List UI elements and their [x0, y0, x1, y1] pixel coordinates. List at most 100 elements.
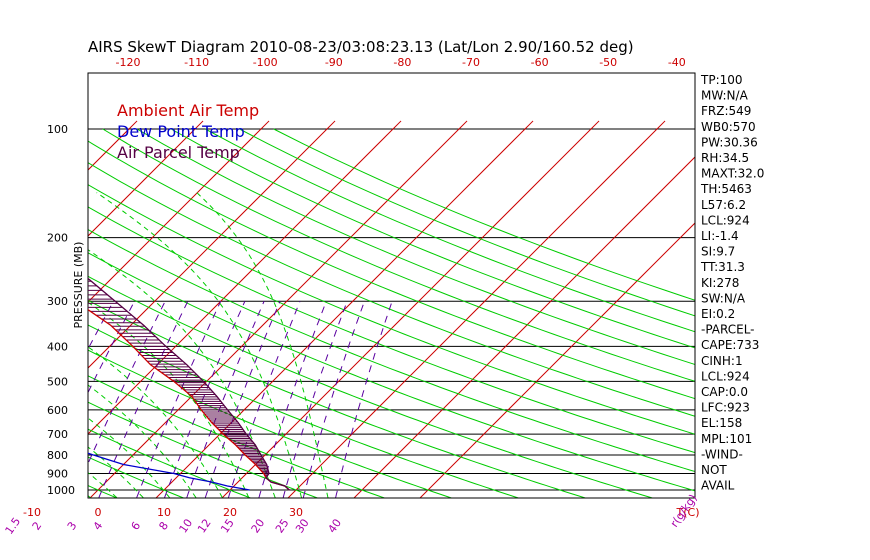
isotherm-line	[0, 121, 5, 499]
index-item: PW:30.36	[701, 135, 758, 149]
legend-entry: Dew Point Temp	[117, 122, 245, 141]
mixing-ratio-label: 3	[65, 519, 80, 532]
bottom-temp-tick-label: -10	[23, 506, 41, 519]
y-axis-title: PRESSURE (MB)	[72, 242, 85, 329]
isotherm-line	[88, 120, 204, 237]
index-item: KI:278	[701, 276, 739, 290]
mixing-ratio-label: 25	[273, 517, 292, 536]
dry-adiabat-line	[88, 162, 695, 417]
pressure-tick-label: 100	[47, 123, 68, 136]
pressure-tick-label: 500	[47, 375, 68, 388]
dry-adiabat-line	[88, 252, 695, 492]
top-temp-tick-label: -60	[531, 56, 549, 69]
index-item: TP:100	[700, 73, 743, 87]
index-item: LFC:923	[701, 401, 750, 415]
pressure-tick-label: 900	[47, 467, 68, 480]
isotherm-line	[0, 121, 71, 499]
dry-adiabat-line	[0, 129, 52, 499]
mixing-ratio-label: 8	[156, 519, 171, 532]
mixing-ratio-line	[88, 300, 135, 394]
profile-series	[88, 277, 290, 491]
air-parcel-temp-line	[88, 277, 290, 491]
isotherm-line	[88, 120, 270, 303]
dry-adiabat-line	[102, 128, 695, 382]
mixing-ratio-line	[258, 301, 327, 498]
mixing-ratio-label: 12	[195, 517, 214, 536]
mixing-ratio-label: 4	[91, 519, 106, 532]
pressure-tick-label: 200	[47, 232, 68, 245]
index-item: NOT	[701, 463, 727, 477]
top-temp-tick-label: -90	[325, 56, 343, 69]
top-temp-tick-label: -70	[462, 56, 480, 69]
dry-adiabat-line	[88, 428, 252, 498]
index-item: LCL:924	[701, 213, 750, 227]
mixing-ratio-line	[88, 300, 166, 465]
isotherm-line	[287, 120, 666, 498]
index-item: -PARCEL-	[701, 323, 755, 337]
mixing-ratio-label: 2	[30, 519, 45, 532]
dry-adiabat-line	[88, 349, 454, 498]
index-item: LCL:924	[701, 369, 750, 383]
index-item: L57:6.2	[701, 198, 746, 212]
index-item: EI:0.2	[701, 307, 735, 321]
mixing-ratio-label: 6	[129, 519, 144, 532]
mixing-ratio-line	[0, 301, 38, 497]
legend: Ambient Air Temp Dew Point Temp Air Parcel…	[117, 101, 259, 162]
dry-adiabat-line	[170, 128, 695, 349]
mixing-ratio-label: 20	[249, 517, 268, 536]
moist-adiabat-line	[88, 472, 118, 498]
mixing-ratio-line	[302, 301, 365, 498]
isotherm-line	[88, 120, 336, 369]
dry-adiabat-line	[88, 206, 695, 454]
index-item: CAPE:733	[701, 338, 759, 352]
dry-adiabat-line	[273, 128, 695, 301]
index-item: SI:9.7	[701, 245, 735, 259]
top-temp-tick-label: -120	[116, 56, 141, 69]
dry-adiabat-line	[88, 485, 118, 498]
index-item: SW:N/A	[701, 291, 746, 305]
dry-adiabat-line	[88, 229, 695, 473]
mixing-ratio-label: 10	[177, 517, 196, 536]
pressure-tick-label: 1000	[47, 484, 75, 497]
dry-adiabat-line	[205, 128, 695, 333]
top-temp-tick-label: -40	[668, 56, 686, 69]
bottom-temp-tick-label: 30	[289, 506, 303, 519]
temperature-unit-label: T(C)	[676, 506, 700, 519]
moist-adiabat-line	[88, 446, 144, 498]
mixing-ratio-label: 30	[293, 517, 312, 536]
bottom-temp-tick-label: 0	[95, 506, 102, 519]
background-lines	[0, 120, 695, 499]
index-item: LI:-1.4	[701, 229, 739, 243]
index-item: -WIND-	[701, 447, 743, 461]
legend-entry: Air Parcel Temp	[117, 143, 240, 162]
pressure-tick-label: 700	[47, 428, 68, 441]
moist-adiabat-line	[96, 192, 303, 498]
top-temp-tick-label: -110	[184, 56, 209, 69]
dry-adiabat-line	[88, 299, 588, 498]
dry-adiabat-line	[88, 401, 319, 498]
pressure-tick-label: 300	[47, 295, 68, 308]
mixing-ratio-line	[335, 301, 393, 498]
dry-adiabat-line	[88, 324, 521, 498]
moist-adiabat-line	[88, 384, 197, 498]
pressure-tick-label: 800	[47, 449, 68, 462]
index-item: CAP:0.0	[701, 385, 748, 399]
index-item: FRZ:549	[701, 104, 751, 118]
pressure-tick-label: 400	[47, 340, 68, 353]
index-item: AVAIL	[701, 479, 735, 493]
moist-adiabat-line	[88, 417, 170, 498]
isotherm-line	[89, 120, 468, 498]
dew-point-temp-line	[88, 452, 250, 491]
top-temp-tick-label: -100	[253, 56, 278, 69]
index-item: MAXT:32.0	[701, 167, 764, 181]
isotherm-line	[221, 120, 600, 498]
mixing-ratio-label: 1.5	[3, 515, 24, 537]
mixing-ratio-line	[282, 301, 348, 498]
chart-title: AIRS SkewT Diagram 2010-08-23/03:08:23.1…	[88, 38, 634, 56]
axes: 1002003004005006007008009001000PRESSURE …	[3, 56, 700, 537]
moist-adiabat-line	[88, 495, 91, 498]
top-temp-tick-label: -50	[599, 56, 617, 69]
